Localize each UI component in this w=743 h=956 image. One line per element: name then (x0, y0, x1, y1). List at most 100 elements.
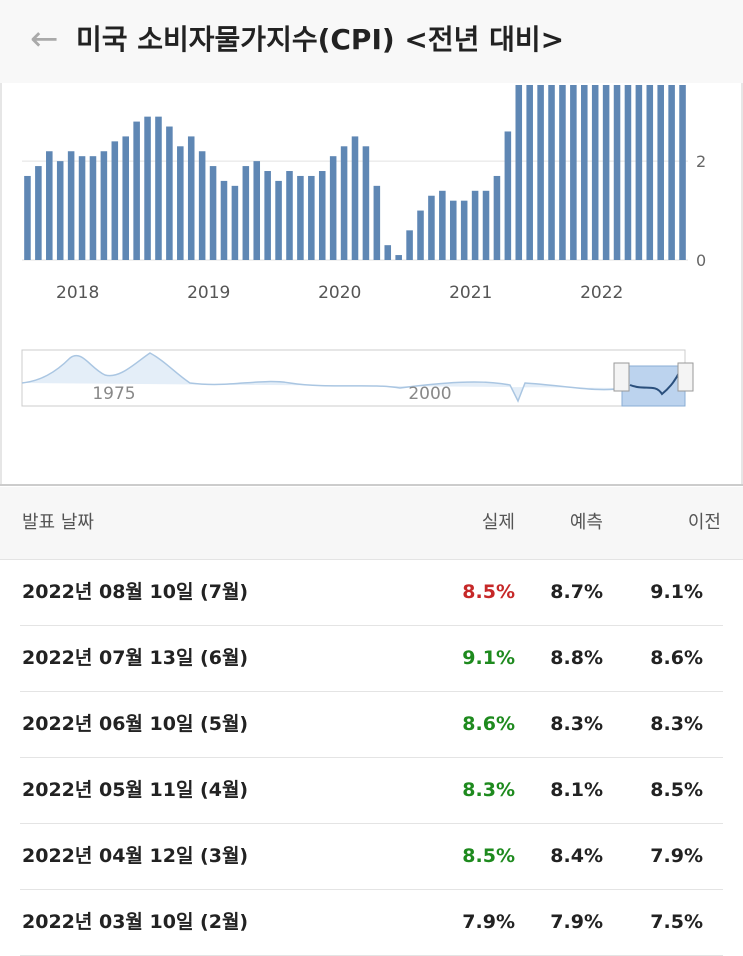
x-tick-label: 2019 (187, 283, 230, 303)
bar (286, 171, 293, 260)
navigator-handle-left[interactable] (613, 362, 630, 392)
release-date: 2022년 04월 12일 (3월) (22, 845, 249, 867)
bar (46, 151, 53, 260)
forecast-value: 8.4% (550, 845, 603, 867)
x-tick-label: 2020 (318, 283, 361, 303)
bar (35, 166, 42, 260)
forecast-value: 7.9% (550, 911, 603, 933)
bar (646, 85, 654, 260)
bar (144, 116, 151, 260)
bar (449, 200, 457, 260)
bar (351, 136, 359, 260)
header: ← 미국 소비자물가지수(CPI) <전년 대비> (0, 0, 743, 83)
bar (679, 85, 686, 260)
bar (111, 141, 119, 260)
release-date: 2022년 08월 10일 (7월) (22, 581, 249, 603)
table-row: 2022년 08월 10일 (7월) 8.5% 8.7% 9.1% (20, 560, 723, 626)
table-row: 2022년 03월 10일 (2월) 7.9% 7.9% 7.5% (20, 890, 723, 956)
bar (155, 116, 162, 260)
column-header: 이전 (687, 512, 721, 533)
release-date: 2022년 05월 11일 (4월) (22, 779, 249, 801)
table-header: 발표 날짜 실제 예측 이전 (0, 487, 743, 560)
bar (56, 161, 64, 260)
back-button[interactable]: ← (30, 19, 59, 59)
bar (242, 166, 250, 260)
table-row: 2022년 06월 10일 (5월) 8.6% 8.3% 8.3% (20, 692, 723, 758)
bar (471, 190, 479, 260)
bar (602, 85, 610, 260)
x-tick-label: 2021 (449, 283, 492, 303)
bar (297, 175, 304, 260)
actual-value: 8.5% (462, 581, 515, 603)
previous-value: 7.5% (650, 911, 703, 933)
bar (177, 146, 184, 260)
bar (439, 190, 446, 260)
bar (198, 151, 206, 260)
previous-value: 7.9% (650, 845, 703, 867)
previous-value: 8.5% (650, 779, 703, 801)
forecast-value: 8.3% (550, 713, 603, 735)
bar (275, 180, 282, 260)
bar (253, 161, 261, 260)
navigator-selected-series (629, 370, 681, 396)
bar (187, 136, 195, 260)
column-header: 실제 (481, 512, 515, 533)
x-tick-label: 2022 (580, 283, 623, 303)
bar (504, 131, 512, 260)
bar (373, 185, 381, 260)
bar (581, 85, 588, 260)
bar (264, 171, 271, 260)
bar (482, 190, 490, 260)
bar (166, 126, 173, 260)
bar (537, 85, 544, 260)
navigator-handle-right[interactable] (677, 362, 694, 392)
previous-value: 8.3% (650, 713, 703, 735)
bar (417, 210, 424, 260)
column-header: 예측 (569, 512, 603, 533)
table-row: 2022년 07월 13일 (6월) 9.1% 8.8% 8.6% (20, 626, 723, 692)
column-header: 발표 날짜 (22, 512, 94, 533)
bars (24, 85, 686, 260)
bar (231, 185, 239, 260)
bar (635, 85, 643, 260)
bar (657, 85, 664, 260)
bar (613, 85, 621, 260)
bar (89, 156, 97, 260)
previous-value: 9.1% (650, 581, 703, 603)
navigator[interactable] (21, 349, 694, 407)
bar (570, 85, 577, 260)
release-date: 2022년 07월 13일 (6월) (22, 647, 249, 669)
bar (460, 200, 468, 260)
bar (340, 146, 348, 260)
bar (209, 166, 217, 260)
bar (526, 85, 533, 260)
bar (318, 171, 326, 260)
bar (559, 85, 566, 260)
navigator-series (21, 352, 623, 403)
actual-value: 8.6% (462, 713, 515, 735)
bar (308, 175, 315, 260)
bar (548, 85, 555, 260)
previous-value: 8.6% (650, 647, 703, 669)
bar (122, 136, 129, 260)
bar (133, 121, 140, 260)
bar (78, 156, 86, 260)
data-table: 발표 날짜 실제 예측 이전 2022년 08월 10일 (7월) 8.5% 8.7… (0, 487, 743, 956)
bar (515, 85, 523, 260)
x-tick-label: 2018 (56, 283, 99, 303)
table-row: 2022년 05월 11일 (4월) 8.3% 8.1% 8.5% (20, 758, 723, 824)
chart: 1975 2000 0 2 2018 2019 2020 2021 2022 (0, 83, 743, 486)
forecast-value: 8.1% (550, 779, 603, 801)
bar (395, 255, 402, 260)
bar (24, 175, 31, 260)
bar (329, 156, 337, 260)
table-row: 2022년 04월 12일 (3월) 8.5% 8.4% 7.9% (20, 824, 723, 890)
bar (362, 146, 370, 260)
actual-value: 8.5% (462, 845, 515, 867)
actual-value: 7.9% (462, 911, 515, 933)
bar (428, 195, 435, 260)
bar (67, 151, 75, 260)
navigator-label: 2000 (408, 384, 451, 404)
actual-value: 8.3% (462, 779, 515, 801)
